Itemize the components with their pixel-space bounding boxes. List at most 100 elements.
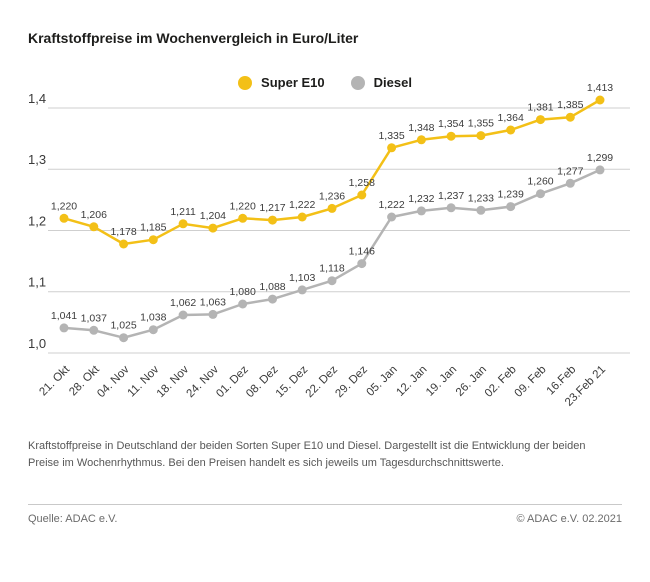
data-point	[238, 213, 248, 223]
data-point	[565, 178, 575, 188]
y-tick-label: 1,0	[28, 336, 46, 351]
value-label: 1,038	[140, 312, 166, 324]
x-tick-label: 05. Jan	[365, 364, 400, 399]
data-point	[119, 239, 129, 249]
value-label: 1,063	[200, 296, 226, 308]
data-point	[327, 203, 337, 213]
data-point	[178, 310, 188, 320]
data-point	[416, 135, 426, 145]
value-label: 1,260	[527, 176, 553, 188]
data-point	[595, 95, 605, 105]
chart-description: Kraftstoffpreise in Deutschland der beid…	[28, 440, 586, 470]
value-label: 1,220	[51, 200, 77, 212]
legend-item-diesel: Diesel	[350, 75, 412, 90]
value-label: 1,239	[498, 189, 524, 201]
data-point	[297, 212, 307, 222]
copyright-text: © ADAC e.V. 02.2021	[516, 513, 622, 525]
data-point	[59, 213, 69, 223]
x-tick-label: 22. Dez	[304, 363, 341, 400]
data-point	[89, 325, 99, 335]
legend-item-super-e10: Super E10	[238, 75, 325, 90]
data-point	[506, 202, 516, 212]
y-tick-label: 1,3	[28, 152, 46, 167]
value-label: 1,178	[110, 226, 136, 238]
data-point	[327, 276, 337, 286]
value-label: 1,299	[587, 152, 613, 164]
y-tick-label: 1,4	[28, 91, 46, 106]
data-point	[148, 325, 158, 335]
x-tick-label: 18. Nov	[155, 363, 192, 400]
x-tick-label: 04. Nov	[95, 363, 132, 400]
data-point	[565, 112, 575, 122]
value-label: 1,232	[408, 193, 434, 205]
data-point	[536, 189, 545, 199]
x-tick-label: 21. Okt	[37, 363, 72, 398]
value-label: 1,381	[527, 102, 553, 114]
value-label: 1,211	[170, 206, 196, 218]
value-label: 1,103	[289, 272, 315, 284]
data-point	[119, 333, 129, 343]
data-point	[446, 131, 456, 141]
data-point	[268, 294, 277, 304]
legend: Super E10 Diesel	[0, 75, 650, 90]
value-label: 1,146	[349, 246, 375, 258]
data-point	[446, 203, 456, 213]
data-point	[268, 215, 277, 225]
footer-divider	[28, 504, 622, 505]
data-point	[595, 165, 605, 175]
data-point	[148, 235, 158, 245]
value-label: 1,025	[110, 320, 136, 332]
value-label: 1,258	[349, 177, 375, 189]
value-label: 1,217	[259, 202, 285, 214]
value-label: 1,080	[230, 286, 256, 298]
data-point	[387, 143, 397, 153]
data-point	[208, 309, 218, 319]
data-point	[357, 259, 367, 269]
value-label: 1,062	[170, 297, 196, 309]
value-label: 1,335	[378, 130, 404, 142]
value-label: 1,222	[378, 199, 404, 211]
legend-label-diesel: Diesel	[373, 75, 412, 90]
value-label: 1,237	[438, 190, 464, 202]
chart-area: 1,0 1,1 1,2 1,3 1,4 21. Okt 28. Okt 04. Nov 11. …	[0, 78, 650, 420]
data-point	[387, 212, 397, 222]
y-tick-label: 1,1	[28, 275, 46, 290]
diesel-dot-icon	[350, 75, 365, 90]
value-label: 1,413	[587, 82, 613, 94]
value-label: 1,041	[51, 310, 77, 322]
value-label: 1,118	[319, 263, 345, 275]
value-label: 1,222	[289, 199, 315, 211]
data-point	[59, 323, 69, 333]
source-text: Quelle: ADAC e.V.	[28, 513, 118, 525]
value-label: 1,185	[140, 222, 166, 234]
x-tick-label: 09. Feb	[513, 364, 549, 400]
value-label: 1,385	[557, 99, 583, 111]
value-label: 1,348	[408, 122, 434, 134]
value-label: 1,206	[81, 209, 107, 221]
data-point	[506, 125, 516, 135]
super-e10-dot-icon	[238, 75, 253, 90]
x-tick-label: 29. Dez	[333, 363, 370, 400]
data-point	[357, 190, 367, 200]
value-label: 1,355	[468, 118, 494, 130]
value-label: 1,204	[200, 210, 226, 222]
data-point	[89, 222, 99, 232]
data-point	[476, 131, 486, 141]
x-tick-label: 24. Nov	[185, 363, 222, 400]
data-point	[208, 223, 218, 233]
footer-credits: Quelle: ADAC e.V. © ADAC e.V. 02.2021	[28, 513, 622, 525]
data-point	[178, 219, 188, 229]
value-label: 1,236	[319, 190, 345, 202]
legend-label-super-e10: Super E10	[261, 75, 325, 90]
value-label: 1,277	[557, 165, 583, 177]
x-tick-label: 19. Jan	[424, 364, 459, 399]
value-label: 1,220	[230, 200, 256, 212]
data-point	[416, 206, 426, 216]
value-label: 1,037	[81, 312, 107, 324]
data-point	[476, 205, 486, 215]
page-title: Kraftstoffpreise im Wochenvergleich in E…	[28, 30, 359, 46]
x-tick-label: 08. Dez	[244, 363, 281, 400]
value-label: 1,354	[438, 118, 464, 130]
